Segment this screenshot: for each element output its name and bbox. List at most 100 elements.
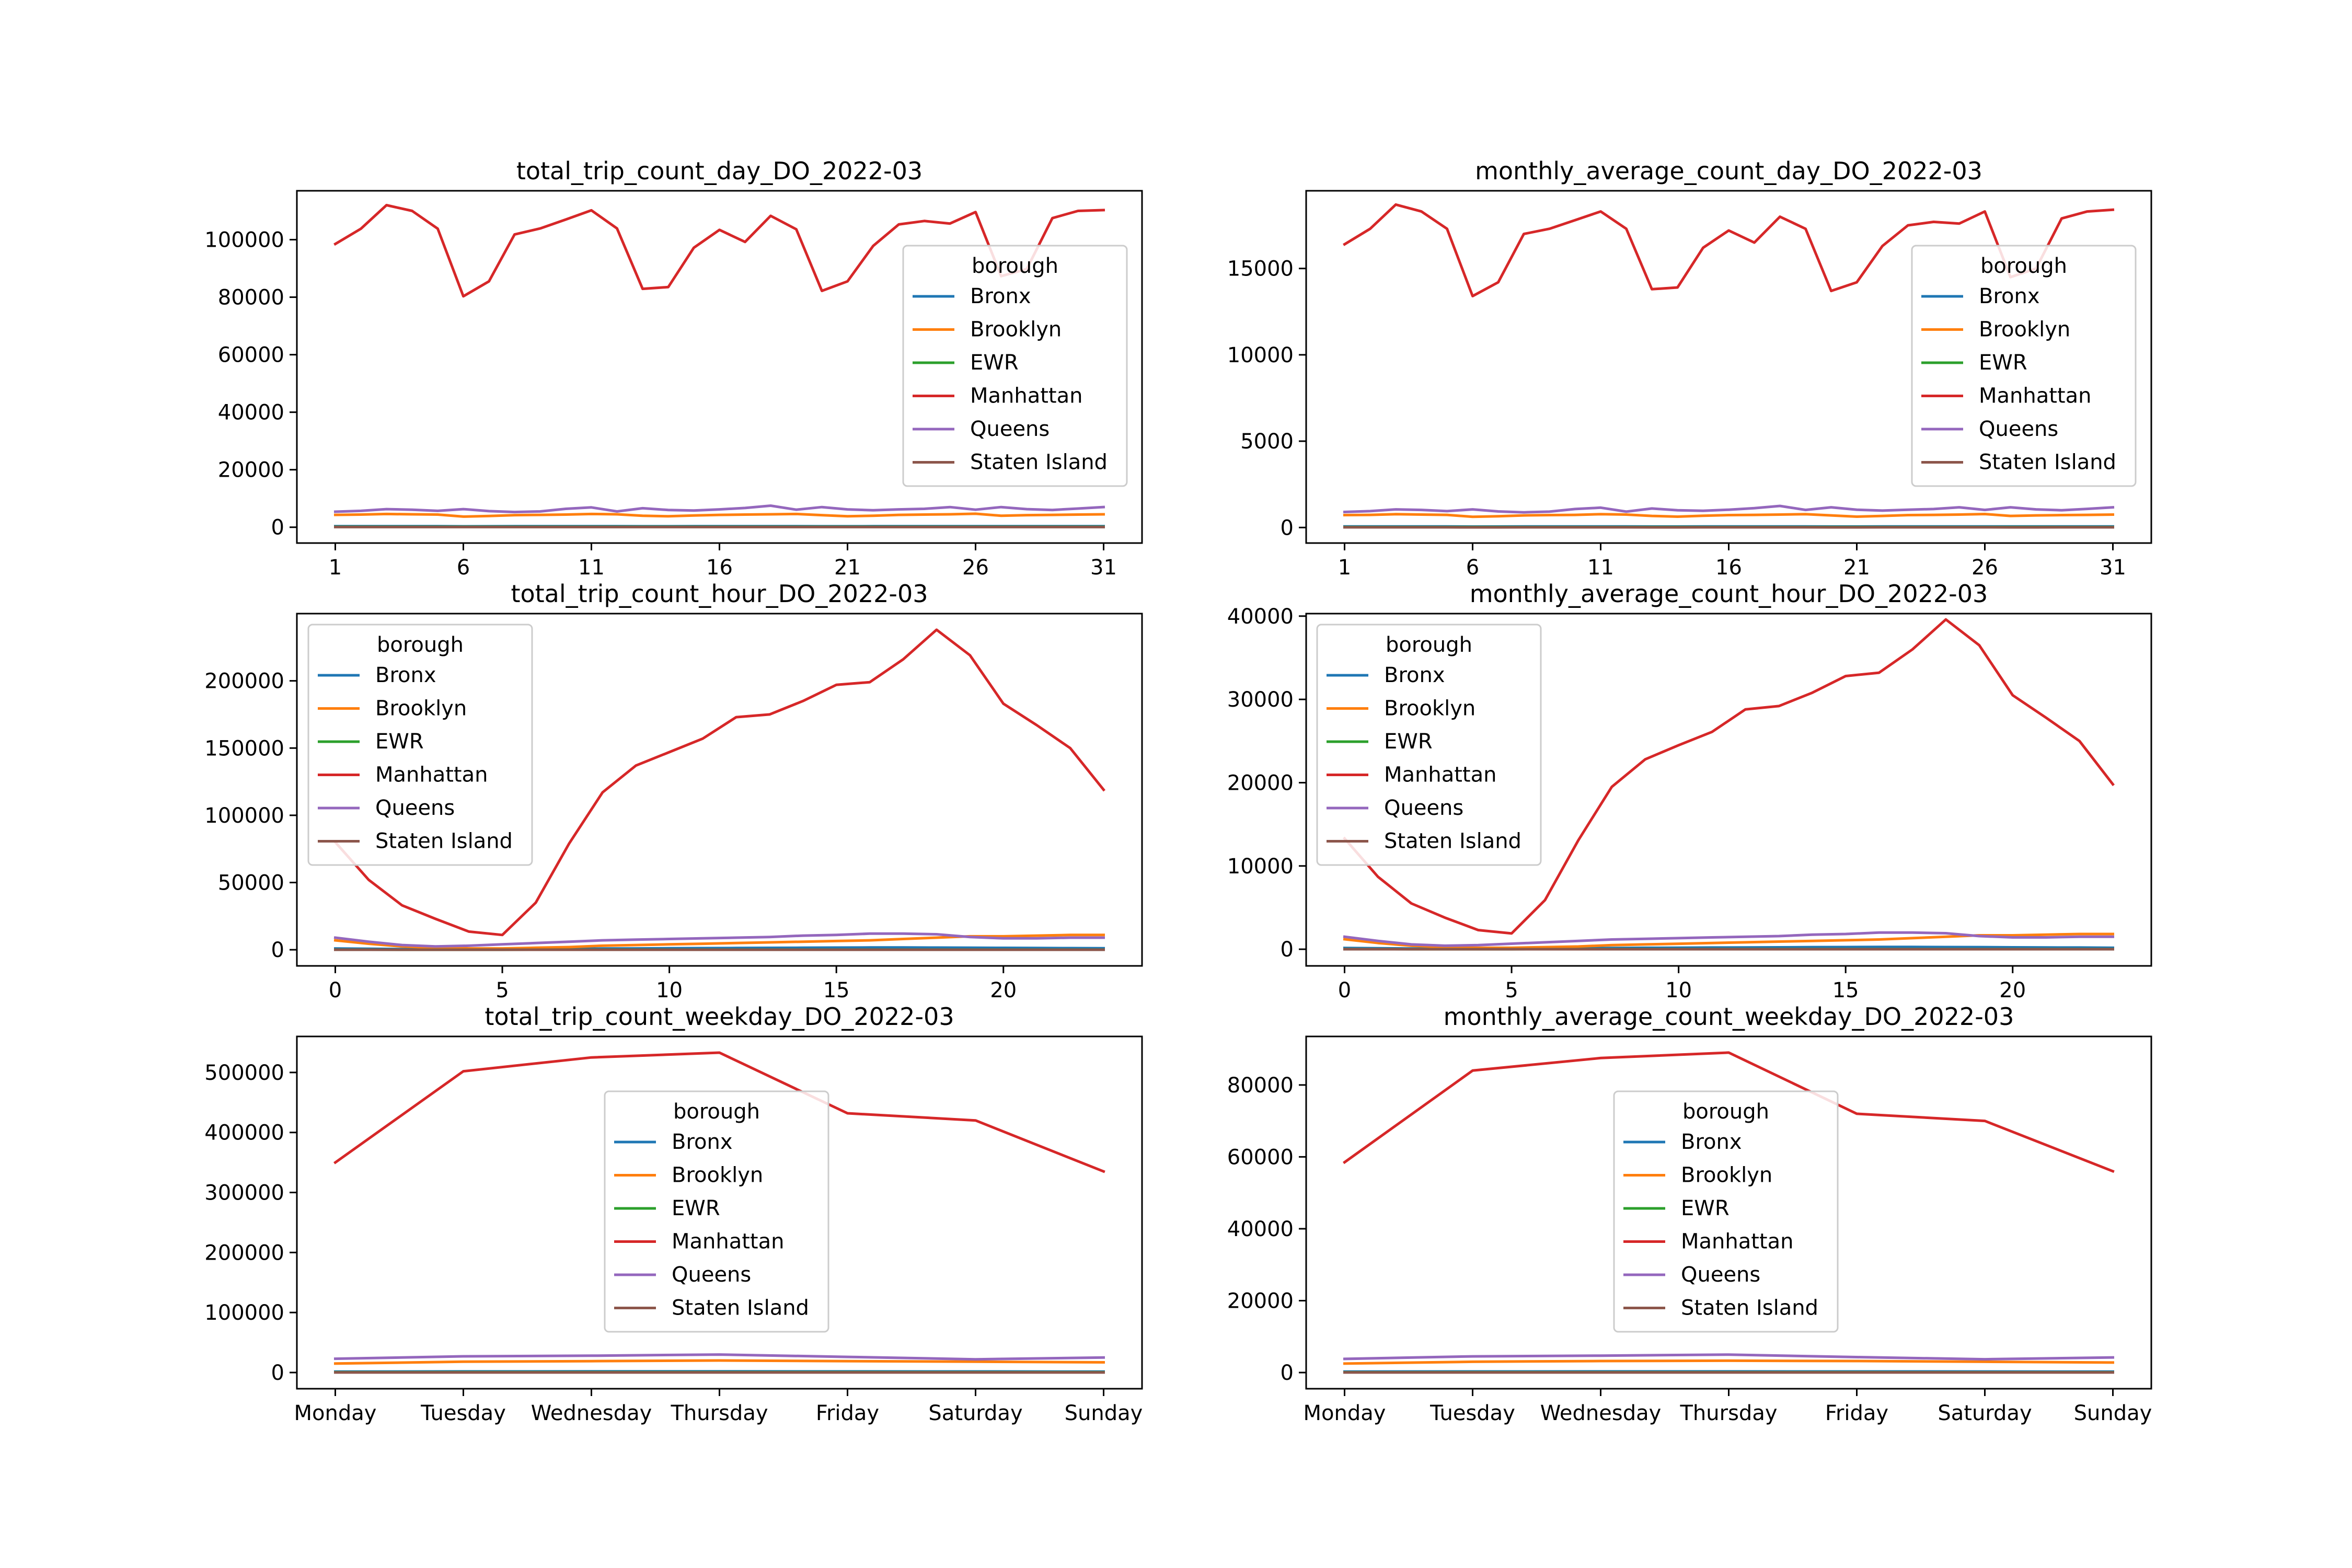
x-tick-label: 10: [1665, 978, 1692, 1002]
series-group: [333, 204, 1105, 528]
x-tick-label: 15: [823, 978, 850, 1002]
x-tick-label: Saturday: [1938, 1401, 2032, 1425]
legend-entry-ewr: EWR: [375, 730, 424, 754]
subplot-6: monthly_average_count_weekday_DO_2022-03…: [1227, 1002, 2152, 1425]
x-tick-label: Wednesday: [531, 1401, 652, 1425]
series-group: [1343, 203, 2115, 529]
x-tick-label: 21: [834, 556, 861, 580]
legend-title: borough: [1682, 1100, 1769, 1124]
series-line-manhattan: [333, 628, 1106, 937]
legend-entry-staten-island: Staten Island: [375, 829, 513, 854]
legend: borough Bronx Brooklyn EWR Manhattan Queens St…: [1316, 624, 1542, 866]
y-tick-label: 40000: [1227, 605, 1294, 629]
legend-frame: [604, 1090, 829, 1333]
y-tick-label: 0: [271, 516, 284, 540]
subplot-title: total_trip_count_day_DO_2022-03: [516, 157, 923, 185]
x-tick-label: Thursday: [671, 1401, 768, 1425]
y-tick-label: 0: [1281, 938, 1294, 962]
legend: borough Bronx Brooklyn EWR Manhattan Queens St…: [1911, 245, 2137, 487]
x-tick-label: 26: [962, 556, 989, 580]
x-tick-label: 31: [2100, 556, 2126, 580]
axes-frame: [296, 613, 1143, 967]
x-tick-label: 0: [1338, 978, 1351, 1002]
x-tick-label: 5: [1505, 978, 1518, 1002]
legend-entry-ewr: EWR: [1384, 730, 1433, 754]
legend-entry-bronx: Bronx: [672, 1130, 733, 1154]
series-line-queens: [333, 1353, 1105, 1361]
y-tick-label: 20000: [218, 458, 284, 482]
y-tick-label: 15000: [1227, 257, 1294, 281]
x-tick-label: 20: [1999, 978, 2026, 1002]
series-line-manhattan: [1342, 618, 2115, 935]
x-tick-label: Monday: [294, 1401, 377, 1425]
legend-entry-brooklyn: Brooklyn: [1979, 318, 2070, 342]
legend-entry-bronx: Bronx: [1384, 663, 1445, 687]
y-tick-label: 10000: [1227, 855, 1294, 879]
subplot-4: monthly_average_count_hour_DO_2022-03 0 5 1…: [1227, 580, 2152, 1002]
subplot-title: total_trip_count_hour_DO_2022-03: [511, 580, 928, 608]
legend-entry-queens: Queens: [1384, 796, 1463, 820]
series-line-manhattan: [1343, 1051, 2115, 1173]
y-tick-label: 0: [271, 938, 284, 962]
legend-frame: [1613, 1090, 1839, 1333]
x-tick-label: 21: [1843, 556, 1870, 580]
legend-entry-queens: Queens: [1979, 417, 2058, 441]
series-line-brooklyn: [1343, 513, 2115, 518]
x-tick-label: 5: [495, 978, 509, 1002]
legend-entry-brooklyn: Brooklyn: [970, 318, 1062, 342]
x-tick-label: 6: [1466, 556, 1479, 580]
y-tick-label: 300000: [204, 1181, 284, 1205]
legend-entry-staten-island: Staten Island: [1384, 829, 1521, 854]
series-line-brooklyn: [333, 1359, 1105, 1365]
series-group: [333, 1051, 1105, 1374]
y-tick-label: 100000: [204, 1301, 284, 1325]
series-group: [333, 628, 1106, 951]
series-line-manhattan: [333, 204, 1105, 298]
legend-entry-ewr: EWR: [1681, 1196, 1730, 1220]
legend-frame: [1911, 245, 2137, 487]
x-tick-label: 11: [578, 556, 605, 580]
legend-frame: [1316, 624, 1542, 866]
series-line-queens: [1343, 931, 2114, 947]
x-tick-label: Saturday: [928, 1401, 1022, 1425]
y-tick-label: 30000: [1227, 688, 1294, 712]
y-tick-label: 0: [1281, 516, 1294, 540]
y-tick-label: 200000: [204, 670, 284, 694]
legend: borough Bronx Brooklyn EWR Manhattan Queens St…: [604, 1090, 829, 1333]
x-tick-label: 11: [1587, 556, 1614, 580]
series-line-queens: [333, 932, 1105, 948]
subplot-title: total_trip_count_weekday_DO_2022-03: [485, 1002, 954, 1031]
series-line-brooklyn: [333, 512, 1105, 518]
x-tick-label: Friday: [1825, 1401, 1888, 1425]
y-tick-label: 100000: [204, 228, 284, 252]
x-tick-label: 6: [457, 556, 470, 580]
x-tick-label: Tuesday: [1429, 1401, 1515, 1425]
y-tick-label: 0: [271, 1361, 284, 1385]
series-group: [1343, 1051, 2115, 1374]
x-tick-label: 16: [706, 556, 733, 580]
x-tick-label: 31: [1090, 556, 1117, 580]
legend-entry-ewr: EWR: [1979, 351, 2027, 375]
subplot-3: total_trip_count_hour_DO_2022-03 0 5 10 15 20…: [204, 580, 1143, 1002]
legend-entry-queens: Queens: [375, 796, 455, 820]
legend-entry-queens: Queens: [1681, 1263, 1760, 1287]
legend-entry-staten-island: Staten Island: [1979, 451, 2116, 475]
legend-entry-brooklyn: Brooklyn: [1384, 697, 1475, 721]
legend-entry-staten-island: Staten Island: [1681, 1296, 1818, 1320]
legend-entry-brooklyn: Brooklyn: [672, 1163, 763, 1187]
legend: borough Bronx Brooklyn EWR Manhattan Queens St…: [902, 245, 1128, 487]
x-tick-label: Friday: [816, 1401, 879, 1425]
legend-entry-brooklyn: Brooklyn: [1681, 1163, 1772, 1187]
legend: borough Bronx Brooklyn EWR Manhattan Queens St…: [307, 624, 533, 866]
legend-title: borough: [1980, 254, 2067, 278]
x-tick-label: Sunday: [2074, 1401, 2152, 1425]
y-tick-label: 20000: [1227, 771, 1294, 795]
series-line-queens: [333, 504, 1105, 514]
legend-entry-bronx: Bronx: [1979, 284, 2040, 308]
legend-entry-bronx: Bronx: [970, 284, 1031, 308]
x-tick-label: 16: [1715, 556, 1742, 580]
y-tick-label: 60000: [218, 343, 284, 367]
y-tick-label: 5000: [1240, 430, 1294, 454]
legend: borough Bronx Brooklyn EWR Manhattan Queens St…: [1613, 1090, 1839, 1333]
